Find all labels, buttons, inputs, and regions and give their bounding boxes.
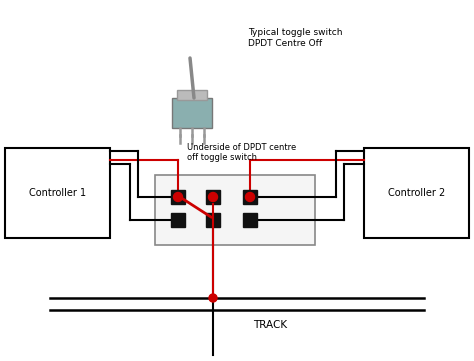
Bar bbox=[243, 213, 257, 227]
Text: Underside of DPDT centre: Underside of DPDT centre bbox=[187, 143, 296, 152]
Circle shape bbox=[246, 192, 255, 201]
Bar bbox=[171, 190, 185, 204]
Bar bbox=[177, 90, 207, 100]
Text: off toggle switch: off toggle switch bbox=[187, 153, 257, 162]
Bar bbox=[5, 148, 110, 238]
Text: TRACK: TRACK bbox=[253, 320, 287, 330]
Text: DPDT Centre Off: DPDT Centre Off bbox=[248, 39, 322, 48]
Text: Typical toggle switch: Typical toggle switch bbox=[248, 28, 343, 37]
Bar bbox=[364, 148, 469, 238]
Bar bbox=[172, 98, 212, 128]
Bar bbox=[206, 190, 220, 204]
Text: Controller 1: Controller 1 bbox=[29, 188, 86, 198]
Bar bbox=[243, 190, 257, 204]
Circle shape bbox=[173, 192, 182, 201]
Text: Controller 2: Controller 2 bbox=[388, 188, 445, 198]
Bar bbox=[206, 213, 220, 227]
Bar bbox=[155, 175, 315, 245]
Bar bbox=[171, 213, 185, 227]
Circle shape bbox=[209, 294, 217, 302]
Circle shape bbox=[209, 192, 218, 201]
